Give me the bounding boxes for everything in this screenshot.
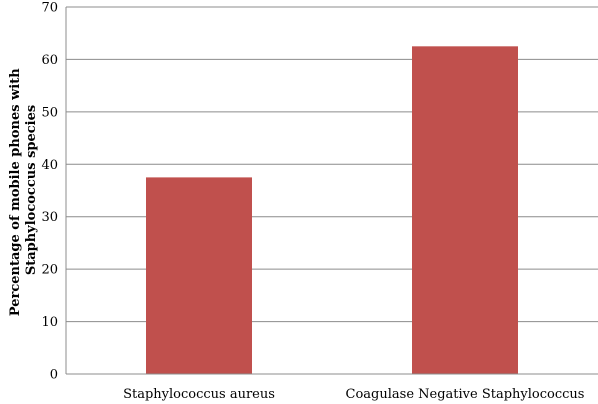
y-tick-label: 50 [41, 105, 58, 120]
x-category-label: Coagulase Negative Staphylococcus [346, 387, 585, 402]
y-tick-labels: 0 10 20 30 40 50 60 70 [41, 1, 58, 383]
axes [65, 7, 598, 375]
x-category-labels: Staphylococcus aureus Coagulase Negative … [123, 387, 584, 402]
x-category-label: Staphylococcus aureus [123, 387, 275, 402]
bar [412, 46, 518, 374]
gridlines [66, 6, 598, 323]
y-tick-label: 0 [50, 368, 58, 383]
y-axis-label: Percentage of mobile phones with Staphyl… [8, 64, 39, 316]
bar [146, 177, 252, 374]
y-tick-label: 40 [41, 158, 58, 173]
y-tick-label: 60 [41, 53, 58, 68]
y-tick-label: 10 [41, 315, 58, 330]
y-tick-label: 30 [41, 210, 58, 225]
y-axis-label-line-2: Staphylococcus species [24, 105, 39, 275]
y-tick-label: 20 [41, 263, 58, 278]
y-axis-label-line-1: Percentage of mobile phones with [8, 68, 23, 316]
bars [146, 46, 518, 374]
y-tick-label: 70 [41, 1, 58, 16]
